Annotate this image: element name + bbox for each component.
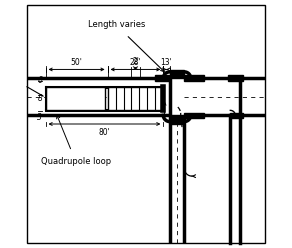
- Text: 80': 80': [99, 128, 110, 137]
- Text: 3: 3: [37, 113, 42, 122]
- Text: 13': 13': [161, 59, 172, 67]
- Bar: [170, 70, 185, 78]
- Text: 8: 8: [37, 94, 42, 103]
- Bar: [46, 87, 105, 110]
- Text: 6: 6: [37, 76, 42, 85]
- Bar: [170, 115, 185, 124]
- Text: 2': 2': [132, 57, 139, 66]
- Bar: [107, 87, 163, 110]
- Text: 50': 50': [71, 59, 83, 67]
- Text: Quadrupole loop: Quadrupole loop: [41, 157, 112, 166]
- Text: 28': 28': [130, 59, 141, 67]
- Bar: [185, 75, 204, 81]
- Text: Length varies: Length varies: [88, 20, 145, 29]
- Bar: [230, 113, 243, 118]
- Bar: [228, 75, 243, 81]
- Bar: [155, 75, 170, 81]
- Bar: [185, 113, 204, 118]
